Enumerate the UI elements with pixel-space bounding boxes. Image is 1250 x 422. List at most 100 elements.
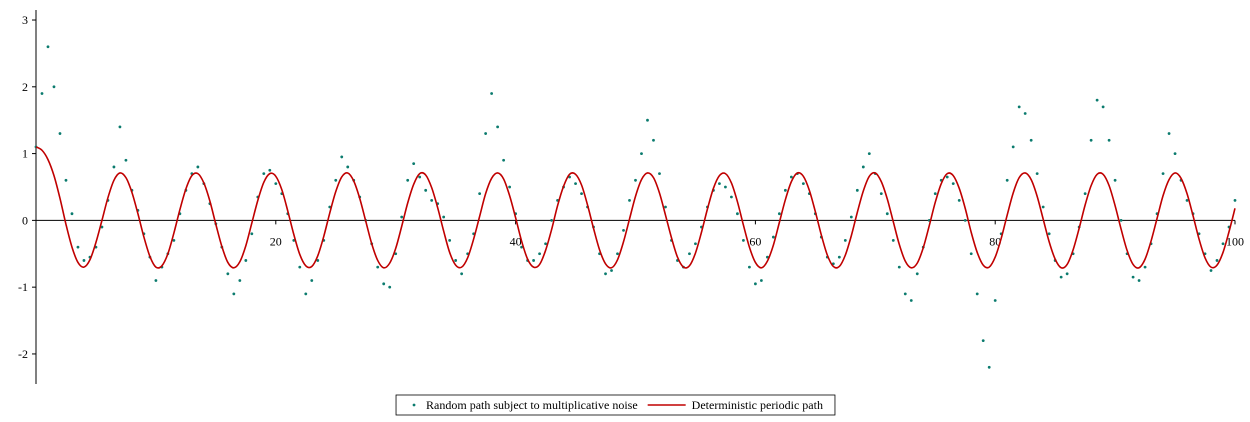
- data-point: [1059, 275, 1063, 279]
- plot-area: -2 -1 0 1 2 3 20 40 60 80 100: [18, 10, 1244, 384]
- data-point: [100, 225, 104, 229]
- data-point: [508, 185, 512, 189]
- data-point: [46, 45, 50, 49]
- data-point: [478, 192, 482, 196]
- data-point: [652, 138, 655, 142]
- data-point: [987, 365, 991, 369]
- data-point: [622, 228, 625, 232]
- data-point: [334, 178, 338, 182]
- data-point: [730, 195, 733, 199]
- data-point: [664, 205, 667, 209]
- data-point: [424, 188, 428, 192]
- data-point: [646, 118, 649, 122]
- data-point: [736, 212, 739, 216]
- data-point: [442, 215, 446, 219]
- data-point: [1113, 178, 1117, 182]
- data-point: [298, 265, 302, 269]
- data-point: [394, 252, 398, 256]
- data-point: [1095, 98, 1099, 102]
- data-point: [945, 175, 949, 179]
- data-point: [1035, 172, 1039, 176]
- data-point: [544, 242, 547, 246]
- data-point: [975, 292, 979, 296]
- data-point: [1023, 112, 1027, 115]
- data-point: [226, 272, 230, 276]
- data-point: [172, 239, 176, 242]
- y-tick-label: -2: [18, 347, 28, 361]
- data-point: [52, 85, 56, 89]
- data-point: [304, 292, 308, 296]
- data-point: [58, 132, 62, 135]
- data-point: [1011, 145, 1015, 149]
- data-point: [634, 178, 637, 182]
- data-point: [724, 185, 727, 189]
- x-tick-label: 20: [270, 234, 282, 248]
- data-point: [520, 245, 523, 249]
- data-point: [1107, 138, 1111, 142]
- data-point: [843, 239, 847, 242]
- data-point: [855, 188, 859, 192]
- data-point: [112, 165, 116, 169]
- data-point: [460, 272, 464, 276]
- data-point: [1161, 172, 1165, 176]
- data-point: [232, 292, 236, 296]
- data-point: [759, 279, 763, 282]
- data-point: [1143, 265, 1147, 269]
- data-point: [1017, 105, 1021, 109]
- data-point: [1185, 198, 1189, 202]
- data-point: [448, 239, 452, 242]
- data-point: [70, 212, 74, 216]
- data-point: [640, 152, 643, 155]
- data-point: [771, 235, 775, 239]
- data-point: [262, 172, 266, 176]
- x-tick-label: 40: [510, 234, 522, 248]
- data-point: [915, 272, 919, 276]
- data-point: [1029, 138, 1033, 142]
- data-point: [783, 188, 787, 192]
- data-point: [76, 245, 80, 249]
- legend-label: Deterministic periodic path: [692, 398, 823, 412]
- legend-box: [395, 394, 836, 416]
- y-tick-label: 2: [22, 80, 28, 94]
- point-series: [34, 45, 1237, 369]
- x-tick-label: 100: [1226, 234, 1244, 248]
- y-tick-label: -1: [18, 280, 28, 294]
- data-point: [1137, 279, 1141, 282]
- data-point: [688, 252, 691, 256]
- data-point: [748, 265, 751, 269]
- data-point: [616, 252, 619, 256]
- data-point: [993, 299, 997, 302]
- data-point: [1173, 152, 1177, 155]
- data-point: [82, 259, 86, 262]
- data-point: [274, 182, 278, 186]
- data-point: [1089, 138, 1093, 142]
- data-point: [418, 175, 422, 179]
- data-point: [484, 132, 488, 135]
- data-point: [430, 198, 434, 202]
- data-point: [1215, 259, 1219, 262]
- data-point: [879, 192, 883, 196]
- data-point: [502, 158, 506, 162]
- data-point: [580, 192, 583, 196]
- data-point: [754, 282, 757, 286]
- y-tick-label: 1: [22, 147, 28, 161]
- data-point: [742, 239, 745, 242]
- y-tick-label: 0: [22, 213, 28, 227]
- data-point: [382, 282, 386, 286]
- data-point: [789, 175, 793, 179]
- data-point: [244, 259, 248, 262]
- x-tick-label: 60: [749, 234, 761, 248]
- data-point: [837, 255, 841, 259]
- data-point: [957, 198, 961, 202]
- data-point: [496, 125, 500, 129]
- data-point: [718, 182, 721, 186]
- data-point: [903, 292, 907, 296]
- data-point: [238, 279, 242, 282]
- data-point: [490, 92, 494, 95]
- data-point: [268, 168, 272, 172]
- data-point: [538, 252, 541, 256]
- data-point: [885, 212, 889, 216]
- data-point: [777, 212, 781, 216]
- data-point: [658, 172, 661, 176]
